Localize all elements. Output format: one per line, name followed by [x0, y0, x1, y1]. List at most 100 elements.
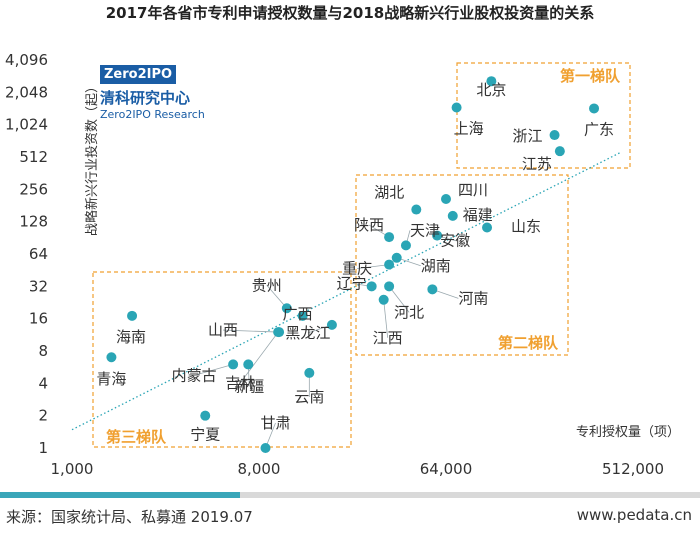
y-tick-label: 4: [38, 374, 48, 392]
tier-box: [92, 271, 352, 448]
data-point: [427, 284, 438, 295]
point-label: 山西: [208, 321, 238, 339]
data-point: [391, 252, 402, 263]
trendline-layer: [71, 151, 622, 431]
data-point: [281, 303, 292, 314]
y-tick-label: 512: [19, 148, 48, 166]
y-tick-label: 1: [38, 439, 48, 457]
point-label: 福建: [463, 206, 493, 224]
point-label: 湖北: [374, 184, 404, 202]
data-point: [411, 204, 422, 215]
tier-box: [355, 174, 569, 356]
data-point: [106, 352, 117, 363]
point-label: 重庆: [342, 260, 372, 278]
data-point: [384, 259, 395, 270]
data-point: [451, 102, 462, 113]
point-label: 山东: [511, 217, 541, 235]
point-label: 青海: [96, 370, 126, 388]
point-label: 上海: [454, 119, 484, 137]
y-tick-label: 4,096: [5, 51, 48, 69]
point-label: 浙江: [513, 127, 543, 145]
leader-line: [239, 331, 279, 384]
leader-line: [194, 364, 234, 376]
tier-box: [456, 62, 631, 169]
point-label: 河北: [394, 303, 424, 321]
data-point: [554, 146, 565, 157]
y-axis-label: 战略新兴行业投资数（起）: [84, 80, 100, 236]
x-tick-label: 8,000: [238, 460, 281, 478]
data-point: [486, 76, 497, 87]
point-label: 吉林: [225, 374, 255, 392]
data-point: [228, 359, 239, 370]
point-label: 海南: [116, 328, 146, 346]
x-tick-label: 64,000: [420, 460, 473, 478]
data-point: [200, 410, 211, 421]
data-point: [297, 310, 308, 321]
data-point: [432, 230, 443, 241]
y-tick-label: 2,048: [5, 83, 48, 101]
data-point: [326, 319, 337, 330]
trendline: [71, 151, 622, 431]
point-label: 江苏: [522, 155, 552, 173]
y-tick-label: 128: [19, 213, 48, 231]
x-tick-label: 1,000: [51, 460, 94, 478]
point-label: 内蒙古: [172, 366, 217, 384]
logo-mark: Zero2IPO: [100, 65, 177, 84]
point-label: 天津: [410, 221, 440, 239]
logo-name-cn: 清科研究中心: [100, 89, 191, 107]
data-point: [482, 222, 493, 233]
point-label: 广西: [283, 305, 313, 323]
data-point: [447, 210, 458, 221]
point-label: 四川: [458, 181, 488, 199]
data-point: [366, 281, 377, 292]
data-point: [384, 281, 395, 292]
y-tick-label: 64: [29, 245, 48, 263]
y-tick-label: 32: [29, 277, 48, 295]
leader-line: [266, 284, 288, 309]
x-tick-label: 512,000: [602, 460, 664, 478]
website-link[interactable]: www.pedata.cn: [576, 506, 692, 524]
data-point: [441, 194, 451, 205]
data-point: [400, 240, 411, 251]
data-point: [260, 443, 271, 453]
point-label: 辽宁: [337, 274, 367, 292]
footer-divider-rest: [240, 492, 700, 498]
logo-name-en: Zero2IPO Research: [100, 108, 205, 121]
point-label: 安徽: [440, 232, 470, 250]
point-label: 甘肃: [260, 414, 290, 432]
y-axis-ticks: 1 2 4 8 16 32 64 128 256 512 1,024 2,048 4,096: [5, 51, 48, 457]
data-points: [106, 76, 600, 453]
y-tick-label: 16: [29, 310, 48, 328]
x-axis-ticks: 1,000 8,000 64,000 512,000: [51, 460, 664, 478]
data-point: [549, 130, 560, 141]
leader-line: [223, 329, 280, 333]
tier-label: 第三梯队: [106, 428, 167, 446]
point-label: 贵州: [252, 276, 282, 294]
tier-label: 第二梯队: [498, 334, 559, 352]
data-point: [127, 310, 138, 321]
point-label: 黑龙江: [285, 324, 330, 342]
footer-divider: [0, 492, 700, 498]
point-label: 北京: [476, 81, 506, 99]
data-point: [273, 327, 284, 338]
source-note: 来源：国家统计局、私募通 2019.07: [6, 508, 253, 526]
chart-title: 2017年各省市专利申请授权数量与2018战略新兴行业股权投资量的关系: [105, 4, 595, 22]
data-point: [589, 103, 600, 114]
leader-line: [383, 299, 389, 338]
point-label: 宁夏: [190, 426, 220, 444]
point-label: 江西: [373, 329, 403, 347]
point-label: 广东: [584, 120, 614, 138]
point-label: 云南: [294, 388, 324, 406]
tier-label: 第一梯队: [560, 67, 621, 85]
point-label: 陕西: [354, 216, 384, 234]
point-label: 河南: [458, 289, 488, 307]
y-tick-label: 256: [19, 180, 48, 198]
point-label: 新疆: [234, 377, 264, 395]
zero2ipo-logo: Zero2IPO 清科研究中心 Zero2IPO Research: [100, 63, 205, 121]
data-point: [243, 359, 254, 370]
point-label: 湖南: [421, 257, 451, 275]
y-tick-label: 2: [38, 407, 48, 425]
